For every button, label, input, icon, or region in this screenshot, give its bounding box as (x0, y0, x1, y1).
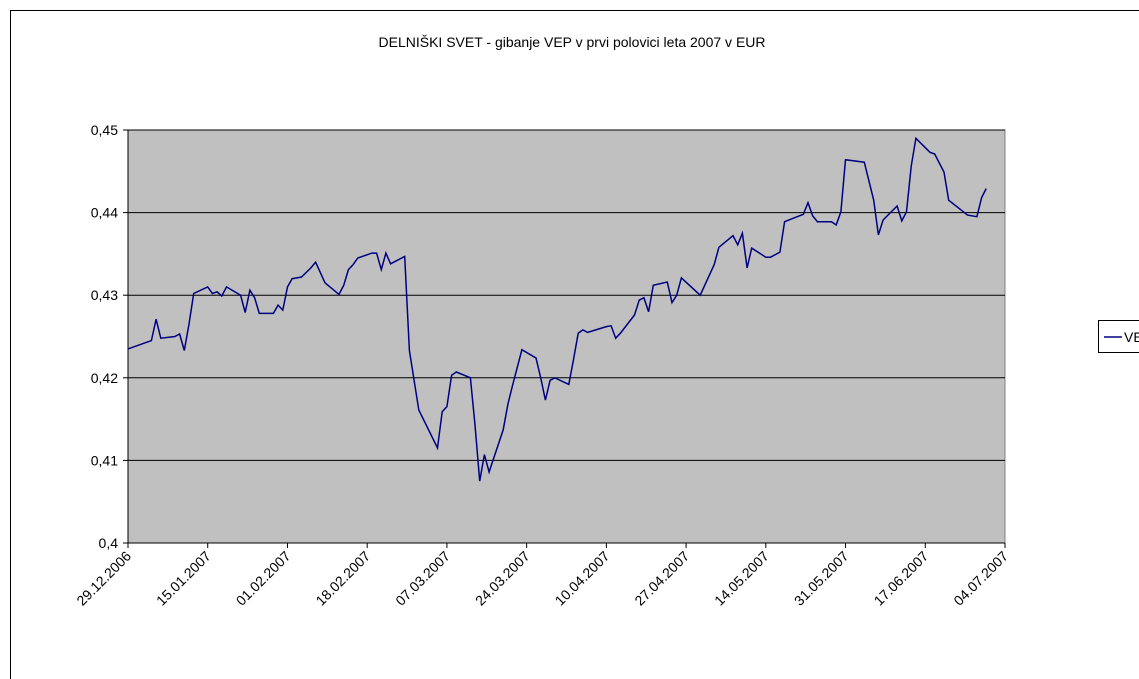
plot-area (127, 129, 1006, 544)
y-tick-label: 0,4 (99, 535, 119, 551)
y-tick-label: 0,45 (91, 122, 118, 138)
legend: VEP (1098, 320, 1139, 353)
y-tick-label: 0,43 (91, 287, 118, 303)
y-tick-label: 0,42 (91, 370, 118, 386)
y-tick-label: 0,44 (91, 205, 118, 221)
chart-title: DELNIŠKI SVET - gibanje VEP v prvi polov… (379, 34, 766, 50)
line-series (127, 136, 987, 482)
y-tick-label: 0,41 (91, 452, 118, 468)
legend-label: VEP (1124, 329, 1139, 345)
